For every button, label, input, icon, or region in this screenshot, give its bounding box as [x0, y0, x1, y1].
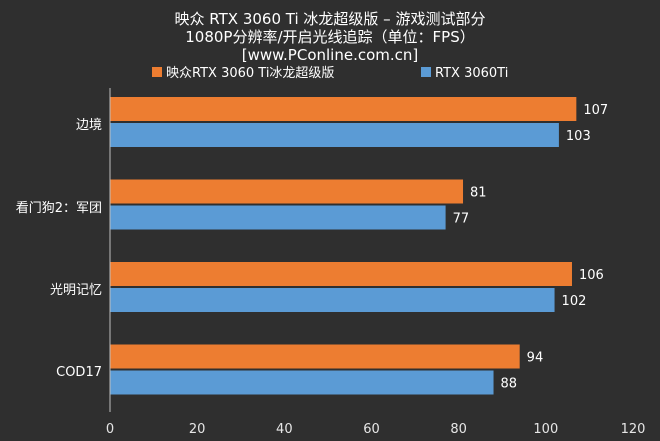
bar-series-1 [110, 97, 577, 121]
x-tick-label: 20 [189, 422, 206, 437]
bar-series-2 [110, 288, 555, 312]
bars [110, 97, 577, 395]
legend: 映众RTX 3060 Ti冰龙超级版 RTX 3060Ti [152, 66, 508, 81]
x-tick-label: 0 [106, 422, 114, 437]
category-label: 光明记忆 [50, 282, 102, 298]
category-label: 看门狗2：军团 [16, 200, 102, 216]
x-axis-tick-labels: 0 20 40 60 80 100 120 [106, 422, 646, 437]
category-label: 边境 [76, 118, 102, 133]
bar-value-label: 94 [527, 351, 544, 366]
bar-series-2 [110, 370, 494, 395]
x-tick-label: 60 [363, 422, 380, 437]
bar-series-1 [110, 179, 464, 204]
bar-series-2 [110, 123, 559, 147]
x-tick-label: 80 [450, 422, 467, 437]
category-label: COD17 [56, 365, 102, 380]
bar-value-label: 106 [579, 268, 604, 283]
bar-value-label: 77 [453, 212, 470, 227]
legend-label-series-1: 映众RTX 3060 Ti冰龙超级版 [166, 66, 334, 81]
legend-swatch-series-2 [421, 67, 431, 77]
bar-value-label: 107 [583, 103, 608, 118]
bar-series-2 [110, 205, 446, 230]
x-tick-label: 100 [533, 422, 558, 437]
y-axis-category-labels: 边境 看门狗2：军团 光明记忆 COD17 [16, 118, 102, 380]
bar-value-label: 81 [470, 186, 487, 201]
legend-label-series-2: RTX 3060Ti [435, 66, 508, 81]
chart-title-line-3: [www.PConline.com.cn] [242, 46, 419, 64]
bar-value-label: 103 [566, 129, 591, 144]
bar-series-1 [110, 344, 520, 369]
chart-title-line-1: 映众 RTX 3060 Ti 冰龙超级版 – 游戏测试部分 [175, 10, 486, 28]
legend-swatch-series-1 [152, 67, 162, 77]
chart-title-line-2: 1080P分辨率/开启光线追踪（单位：FPS） [185, 28, 474, 46]
chart-title: 映众 RTX 3060 Ti 冰龙超级版 – 游戏测试部分 1080P分辨率/开… [175, 10, 486, 64]
x-tick-label: 120 [621, 422, 646, 437]
bar-value-label: 88 [501, 377, 518, 392]
x-tick-label: 40 [276, 422, 293, 437]
bar-value-label: 102 [562, 294, 587, 309]
bar-series-1 [110, 262, 572, 286]
